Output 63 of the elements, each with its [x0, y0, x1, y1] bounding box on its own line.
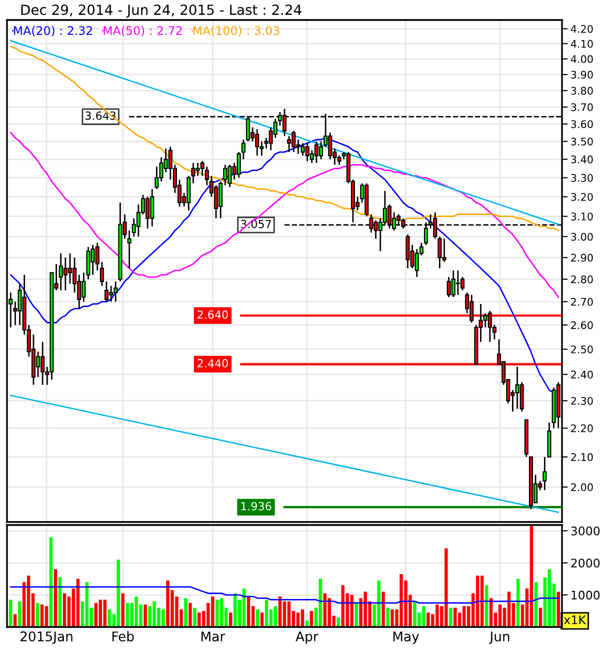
y-tick-label: 1000 [572, 590, 600, 600]
bar [98, 600, 102, 627]
y-tick-label: 3.50 [571, 138, 593, 146]
y-tick-label: 3000 [571, 526, 600, 536]
y-tick-label: 2.70 [571, 298, 593, 306]
bar [103, 600, 107, 627]
line-series [10, 132, 560, 298]
candlestick [460, 276, 465, 292]
y-tick-label: 4.00 [570, 55, 593, 64]
bar [382, 592, 385, 627]
bar [8, 600, 12, 627]
candlestick [204, 166, 209, 186]
x-tick-label: Jun [489, 632, 510, 644]
ref-line-label: 2.640 [198, 310, 228, 319]
candlestick [104, 280, 109, 302]
bar [184, 598, 188, 627]
bar [116, 560, 120, 627]
y-tick-label: 2.30 [571, 396, 593, 405]
x-tick-label: Mar [202, 632, 226, 642]
y-tick-label: 3.70 [571, 103, 593, 112]
bar [354, 602, 358, 627]
x-tick-label: May [393, 632, 419, 644]
bar [264, 600, 268, 627]
bar [49, 537, 53, 627]
y-tick-label: 2.10 [571, 453, 593, 462]
line-series [10, 586, 560, 604]
legend-label: MA(20) : 2.32 [14, 26, 92, 36]
y-tick-label: 3.30 [571, 174, 593, 182]
chart-title: Dec 29, 2014 - Jun 24, 2015 - Last : 2.24 [21, 4, 302, 18]
y-tick-label: 3.10 [571, 212, 593, 220]
y-tick-label: 2.50 [571, 345, 593, 354]
bar [121, 593, 124, 627]
y-axis-title: x1K [564, 616, 586, 624]
y-tick-label: 3.20 [571, 192, 593, 201]
y-tick-label: 3.00 [571, 232, 593, 241]
y-tick-label: 2.80 [571, 275, 593, 284]
candlestick [223, 164, 228, 186]
legend-label: MA(50) : 2.72 [104, 26, 182, 36]
bar [193, 608, 196, 627]
bar [386, 608, 390, 627]
ref-line-label: 2.440 [198, 359, 228, 368]
legend-label: MA(100) : 3.03 [193, 26, 280, 36]
y-tick-label: 2000 [571, 558, 600, 568]
y-tick-label: 3.60 [571, 120, 593, 128]
y-tick-label: 2.20 [571, 424, 593, 432]
y-tick-label: 2.40 [571, 370, 593, 379]
y-tick-label: 2.60 [571, 321, 593, 330]
y-tick-label: 2.00 [571, 483, 593, 492]
x-tick-label: 2015Jan [20, 631, 72, 644]
ref-line-label: 1.936 [241, 502, 272, 510]
y-tick-label: 3.80 [571, 86, 593, 95]
y-tick-label: 4.10 [570, 40, 593, 48]
x-tick-label: Apr [296, 632, 318, 644]
y-tick-label: 3.40 [571, 156, 593, 164]
y-tick-label: 3.90 [571, 70, 593, 79]
bar [449, 608, 452, 627]
y-tick-label: 4.20 [570, 24, 593, 33]
x-tick-label: Feb [112, 631, 134, 642]
y-tick-label: 2.90 [571, 254, 593, 262]
bar [144, 604, 147, 627]
bar [530, 526, 534, 627]
bar [188, 602, 192, 627]
candlestick [287, 135, 292, 153]
